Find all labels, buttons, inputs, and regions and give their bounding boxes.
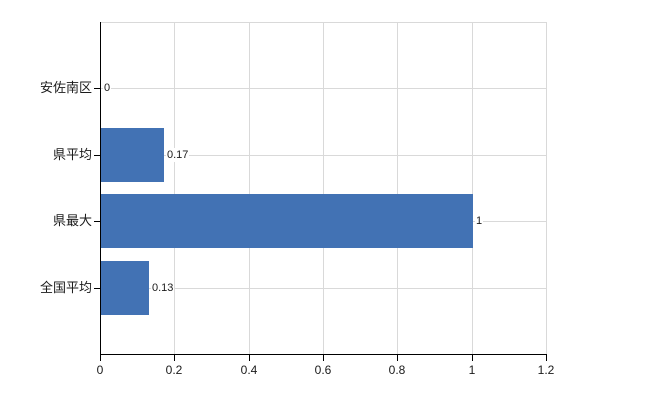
x-axis xyxy=(100,354,547,355)
x-tick-label: 0.8 xyxy=(388,363,406,377)
x-axis-tick xyxy=(100,355,101,361)
x-tick-label: 0.6 xyxy=(314,363,332,377)
v-gridline xyxy=(249,22,250,354)
y-axis-tick xyxy=(94,221,100,222)
x-axis-tick xyxy=(472,355,473,361)
v-gridline xyxy=(323,22,324,354)
bar xyxy=(101,194,473,248)
x-axis-tick xyxy=(174,355,175,361)
x-tick-label: 1 xyxy=(468,363,476,377)
y-axis-tick xyxy=(94,155,100,156)
y-axis-tick xyxy=(94,288,100,289)
bar xyxy=(101,128,164,182)
h-gridline xyxy=(101,288,547,289)
x-tick-label: 0 xyxy=(96,363,104,377)
x-axis-tick xyxy=(323,355,324,361)
x-tick-label: 0.2 xyxy=(165,363,183,377)
category-label: 全国平均 xyxy=(39,280,92,295)
y-axis-tick xyxy=(94,88,100,89)
x-tick-label: 1.2 xyxy=(537,363,555,377)
x-axis-tick xyxy=(546,355,547,361)
bar xyxy=(101,261,149,315)
bar-value-label: 0 xyxy=(103,81,112,95)
v-gridline xyxy=(472,22,473,354)
v-gridline xyxy=(546,22,547,354)
h-gridline xyxy=(101,88,547,89)
bar-value-label: 0.13 xyxy=(151,281,175,295)
category-label: 安佐南区 xyxy=(39,80,92,95)
y-axis xyxy=(100,22,101,355)
x-axis-tick xyxy=(397,355,398,361)
h-gridline xyxy=(101,155,547,156)
category-label: 県最大 xyxy=(52,213,92,228)
category-label: 県平均 xyxy=(52,147,92,162)
bar-value-label: 0.17 xyxy=(166,148,190,162)
v-gridline xyxy=(397,22,398,354)
x-axis-tick xyxy=(249,355,250,361)
v-gridline xyxy=(174,22,175,354)
x-tick-label: 0.4 xyxy=(240,363,258,377)
bar-value-label: 1 xyxy=(475,214,484,228)
